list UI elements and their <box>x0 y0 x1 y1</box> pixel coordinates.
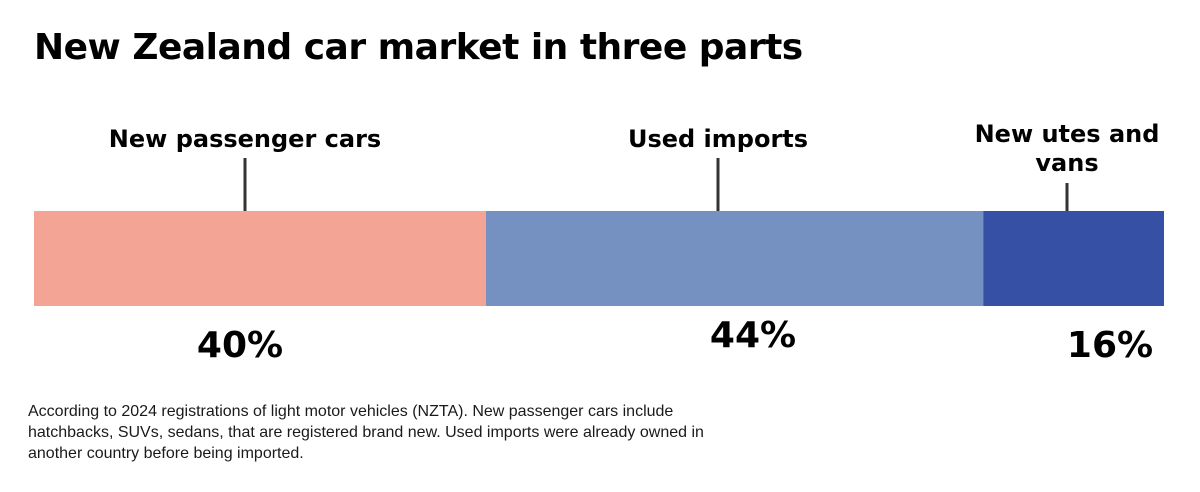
value-label-3: 16% <box>1067 325 1153 366</box>
value-label-2: 44% <box>710 315 796 356</box>
bar-segment-3 <box>983 211 1164 306</box>
category-label-3: New utes and vans <box>975 120 1160 177</box>
bar-segment-2 <box>486 211 984 306</box>
chart-title: New Zealand car market in three parts <box>34 27 803 68</box>
stacked-bar-chart: New passenger cars 40% Used imports 44% New … <box>34 120 1164 366</box>
value-label-1: 40% <box>197 325 283 366</box>
category-label-1: New passenger cars <box>109 125 381 153</box>
category-label-2: Used imports <box>628 125 808 153</box>
chart-footnote: According to 2024 registrations of light… <box>28 403 704 462</box>
bar-segment-1 <box>34 211 486 306</box>
